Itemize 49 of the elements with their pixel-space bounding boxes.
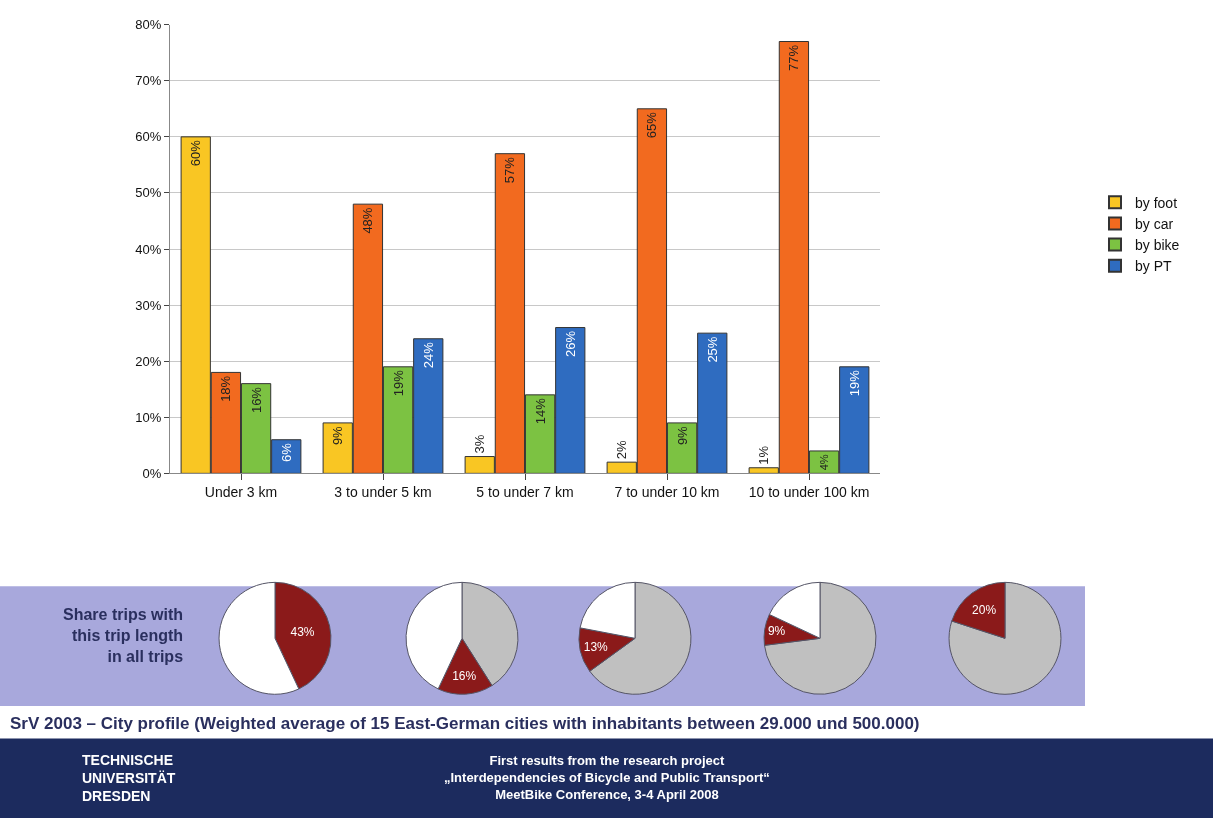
data-label: 16% (248, 386, 264, 414)
data-label: 57% (502, 156, 518, 184)
legend-label: by PT (1135, 258, 1173, 275)
text: TECHNISCHE UNIVERSITÄT DRESDEN (82, 752, 176, 805)
data-label: 16% (452, 669, 477, 684)
data-label: 6% (278, 442, 294, 462)
data-label: 25% (704, 336, 720, 363)
x-tick-label: Under 3 km (204, 484, 278, 501)
legend-label: by foot (1135, 194, 1178, 211)
data-label: 26% (562, 330, 578, 357)
data-label: 77% (786, 44, 802, 71)
x-tick-label: 3 to under 5 km (334, 484, 432, 501)
data-label: 20% (972, 602, 997, 617)
data-label: 13% (583, 640, 609, 655)
pie-slice (763, 581, 877, 695)
data-label: 9% (674, 425, 690, 446)
data-label: 48% (360, 207, 376, 234)
x-tick-label: 7 to under 10 km (614, 484, 720, 501)
x-tick-label: 5 to under 7 km (476, 484, 574, 501)
data-label: 24% (420, 341, 436, 369)
data-label: 2% (614, 439, 630, 460)
data-label: 60% (188, 139, 204, 167)
y-tick-label: 60% (135, 129, 162, 145)
text: Share trips with this trip length in all trips (63, 606, 184, 665)
data-label: 1% (756, 445, 772, 465)
data-label: 18% (218, 375, 234, 402)
legend-label: by car (1135, 215, 1174, 232)
legend-label: by bike (1135, 237, 1180, 254)
x-tick-label: 10 to under 100 km (748, 484, 870, 501)
y-tick-label: 10% (135, 409, 162, 425)
y-tick-label: 30% (135, 297, 162, 313)
data-label: 9% (767, 624, 786, 639)
y-tick-label: 40% (135, 241, 162, 257)
data-label: 4% (817, 454, 830, 471)
text: First results from the research project „Interdependencies of Bicycle and Public Transport“ MeetBike Conference, 3-4 April 2008 (444, 753, 770, 802)
y-tick-label: 20% (135, 353, 162, 369)
y-tick-label: 80% (135, 17, 162, 33)
data-label: 9% (330, 425, 346, 446)
data-label: 65% (644, 111, 660, 139)
y-tick-label: 50% (135, 185, 162, 201)
data-label: 14% (532, 397, 548, 425)
data-label: 19% (390, 369, 406, 397)
y-tick-label: 70% (135, 73, 162, 89)
data-label: 19% (846, 369, 862, 397)
data-label: 43% (290, 625, 315, 640)
text: SrV 2003 – City profile (Weighted average of 15 East-German cities with inhabitants between 29.000 und 500.000) (10, 714, 920, 733)
data-label: 3% (472, 434, 488, 454)
y-tick-label: 0% (142, 465, 162, 481)
pie-slice (948, 581, 1062, 695)
